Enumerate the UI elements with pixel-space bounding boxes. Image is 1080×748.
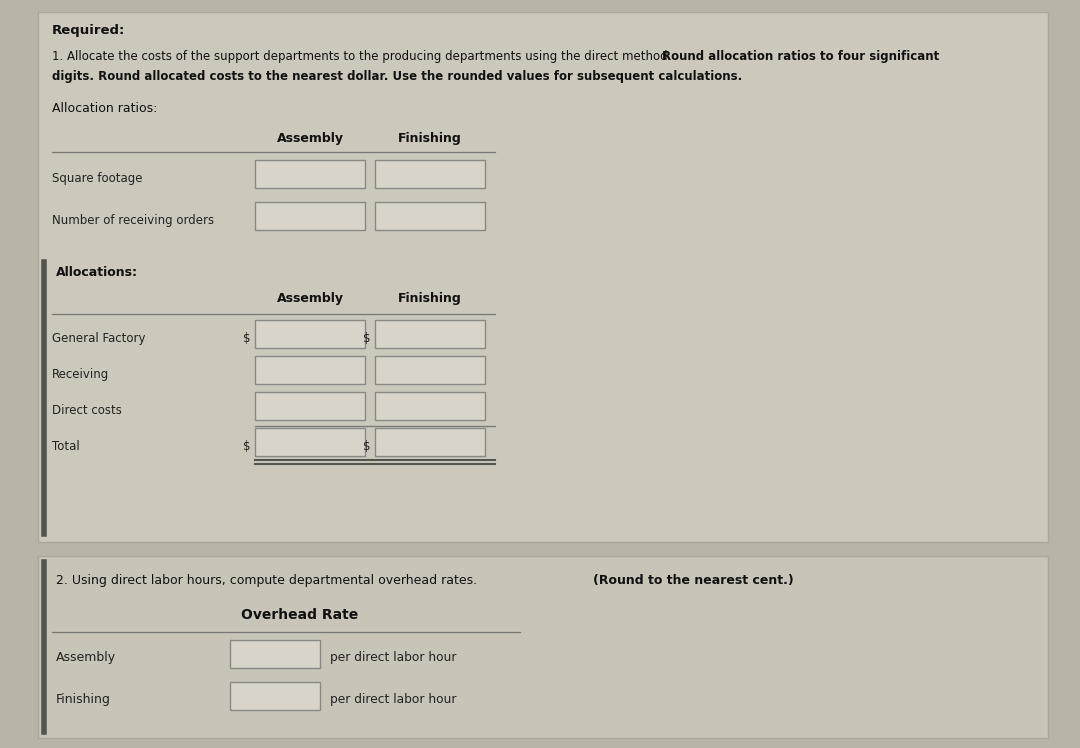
Text: $: $ — [363, 331, 370, 345]
Text: Assembly: Assembly — [276, 132, 343, 145]
Text: Required:: Required: — [52, 24, 125, 37]
Text: $: $ — [243, 440, 251, 453]
Text: Allocations:: Allocations: — [56, 266, 138, 279]
Bar — [255, 202, 365, 230]
Text: Finishing: Finishing — [56, 693, 111, 707]
Text: Assembly: Assembly — [276, 292, 343, 305]
Bar — [375, 356, 485, 384]
Text: Direct costs: Direct costs — [52, 403, 122, 417]
Bar — [255, 160, 365, 188]
Text: General Factory: General Factory — [52, 331, 146, 345]
Bar — [38, 556, 1048, 738]
Bar — [230, 682, 320, 710]
Text: Overhead Rate: Overhead Rate — [241, 608, 359, 622]
Text: Finishing: Finishing — [399, 132, 462, 145]
Bar — [375, 160, 485, 188]
Text: per direct labor hour: per direct labor hour — [330, 693, 457, 707]
Bar — [375, 202, 485, 230]
Text: (Round to the nearest cent.): (Round to the nearest cent.) — [593, 574, 794, 587]
Text: $: $ — [363, 440, 370, 453]
Bar — [375, 392, 485, 420]
Text: 1. Allocate the costs of the support departments to the producing departments us: 1. Allocate the costs of the support dep… — [52, 50, 675, 63]
Text: Allocation ratios:: Allocation ratios: — [52, 102, 158, 115]
Text: per direct labor hour: per direct labor hour — [330, 652, 457, 664]
Bar — [255, 392, 365, 420]
Text: Finishing: Finishing — [399, 292, 462, 305]
Bar — [375, 320, 485, 348]
Text: Number of receiving orders: Number of receiving orders — [52, 213, 214, 227]
Text: Square footage: Square footage — [52, 171, 143, 185]
Text: Round allocation ratios to four significant: Round allocation ratios to four signific… — [662, 50, 940, 63]
Bar — [230, 640, 320, 668]
Text: Assembly: Assembly — [56, 652, 117, 664]
Text: 2. Using direct labor hours, compute departmental overhead rates.: 2. Using direct labor hours, compute dep… — [56, 574, 481, 587]
Text: digits. Round allocated costs to the nearest dollar. Use the rounded values for : digits. Round allocated costs to the nea… — [52, 70, 742, 83]
Bar — [255, 428, 365, 456]
Text: Total: Total — [52, 440, 80, 453]
Bar — [255, 356, 365, 384]
Bar — [255, 320, 365, 348]
Text: Receiving: Receiving — [52, 367, 109, 381]
Bar — [38, 12, 1048, 542]
Bar — [375, 428, 485, 456]
Text: $: $ — [243, 331, 251, 345]
